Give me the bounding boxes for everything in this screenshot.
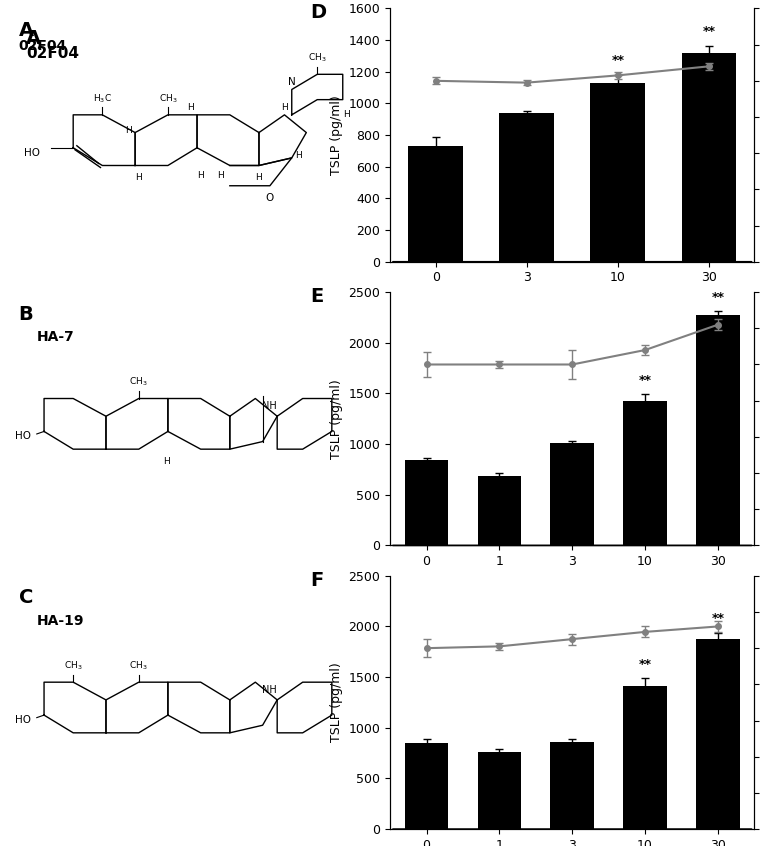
Text: HA-7 (μM): HA-7 (μM) bbox=[541, 609, 604, 622]
Text: H: H bbox=[218, 171, 224, 180]
Text: H$_3$C: H$_3$C bbox=[93, 92, 112, 105]
Text: H: H bbox=[296, 151, 303, 160]
Bar bbox=[550, 742, 594, 829]
Text: O: O bbox=[266, 194, 274, 203]
Text: **: ** bbox=[712, 612, 725, 625]
Text: H: H bbox=[136, 173, 142, 182]
Text: CH$_3$: CH$_3$ bbox=[130, 376, 148, 388]
Text: E: E bbox=[310, 287, 323, 306]
Bar bbox=[591, 83, 645, 261]
Text: CH$_3$: CH$_3$ bbox=[158, 92, 178, 105]
Text: H: H bbox=[163, 457, 169, 466]
Text: 02F04 (μM): 02F04 (μM) bbox=[536, 325, 608, 338]
Text: C: C bbox=[18, 589, 33, 607]
Bar bbox=[405, 743, 448, 829]
Text: **: ** bbox=[639, 374, 652, 387]
Text: H: H bbox=[125, 125, 132, 135]
Y-axis label: TSLP (pg/ml): TSLP (pg/ml) bbox=[330, 96, 343, 175]
Bar bbox=[550, 443, 594, 546]
Bar bbox=[696, 639, 740, 829]
Text: B: B bbox=[18, 305, 34, 324]
Text: D: D bbox=[310, 3, 326, 22]
Text: CH$_3$: CH$_3$ bbox=[308, 52, 327, 64]
Text: NH: NH bbox=[262, 684, 277, 695]
Text: F: F bbox=[310, 571, 323, 590]
Text: HA-19: HA-19 bbox=[37, 614, 85, 628]
Bar bbox=[681, 52, 736, 261]
Text: H: H bbox=[281, 103, 288, 113]
Bar bbox=[623, 686, 667, 829]
Y-axis label: TSLP (pg/ml): TSLP (pg/ml) bbox=[330, 379, 343, 459]
Text: H: H bbox=[343, 110, 350, 119]
Y-axis label: TSLP (pg/ml): TSLP (pg/ml) bbox=[330, 662, 343, 742]
Text: **: ** bbox=[703, 25, 716, 38]
Text: H: H bbox=[255, 173, 262, 182]
Text: H: H bbox=[197, 171, 204, 179]
Text: HO: HO bbox=[24, 148, 40, 158]
Bar bbox=[405, 460, 448, 546]
Text: H: H bbox=[187, 103, 194, 113]
Text: NH: NH bbox=[262, 401, 277, 411]
Bar bbox=[499, 113, 554, 261]
Bar bbox=[623, 400, 667, 546]
Text: HO: HO bbox=[15, 431, 31, 442]
Text: CH$_3$: CH$_3$ bbox=[130, 660, 148, 672]
Bar bbox=[478, 752, 521, 829]
Text: **: ** bbox=[639, 657, 652, 671]
Text: HA-7: HA-7 bbox=[37, 330, 75, 344]
Text: **: ** bbox=[712, 291, 725, 304]
Text: 02F04: 02F04 bbox=[18, 39, 67, 52]
Text: **: ** bbox=[611, 54, 624, 68]
Text: A: A bbox=[26, 29, 41, 47]
Text: 02F04: 02F04 bbox=[26, 47, 78, 62]
Bar bbox=[478, 475, 521, 546]
Text: N: N bbox=[288, 77, 296, 87]
Bar bbox=[408, 146, 463, 261]
Bar bbox=[696, 316, 740, 546]
Text: HO: HO bbox=[15, 715, 31, 725]
Text: CH$_3$: CH$_3$ bbox=[64, 660, 82, 672]
Text: A: A bbox=[18, 21, 34, 40]
